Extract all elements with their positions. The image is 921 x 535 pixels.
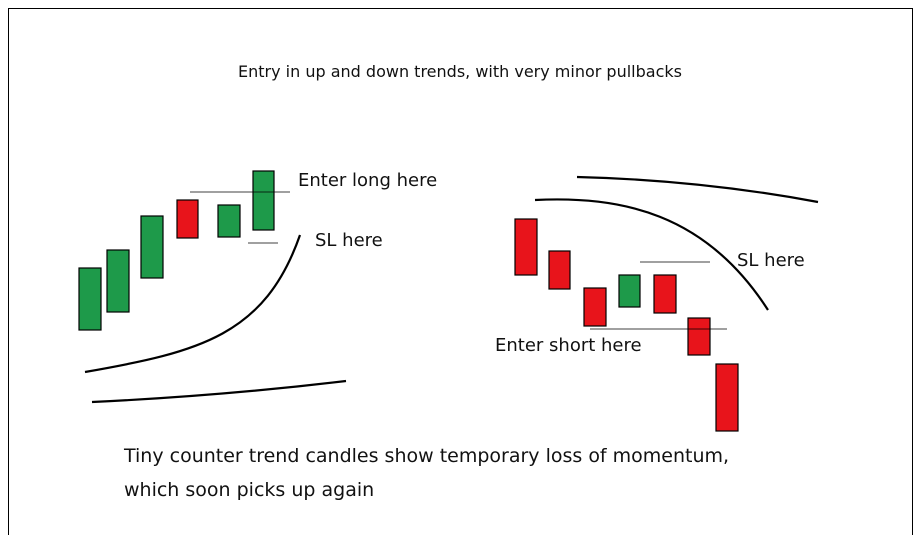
label: Enter long here [298,170,437,191]
candle [687,317,711,356]
downtrend: SL here Enter short here [495,175,819,432]
candle [583,287,607,327]
label: Enter short here [495,335,642,356]
curve [534,198,769,311]
candle [176,199,199,239]
curve [84,234,302,374]
curve [91,379,347,404]
candle [618,274,641,308]
candle [140,215,164,279]
curve [576,175,819,204]
candle [514,218,538,276]
candle [106,249,130,313]
candle [217,204,241,238]
candle [715,363,739,432]
caption-line: Tiny counter trend candles show temporar… [123,445,729,467]
candle [78,267,102,331]
label: SL here [315,230,383,251]
title: Entry in up and down trends, with very m… [238,62,682,81]
candle [653,274,677,314]
uptrend: Enter long here SL here [78,170,437,404]
caption-line: which soon picks up again [124,479,374,501]
frame [8,8,913,535]
label: SL here [737,250,805,271]
candle [548,250,571,290]
candle [252,170,275,231]
